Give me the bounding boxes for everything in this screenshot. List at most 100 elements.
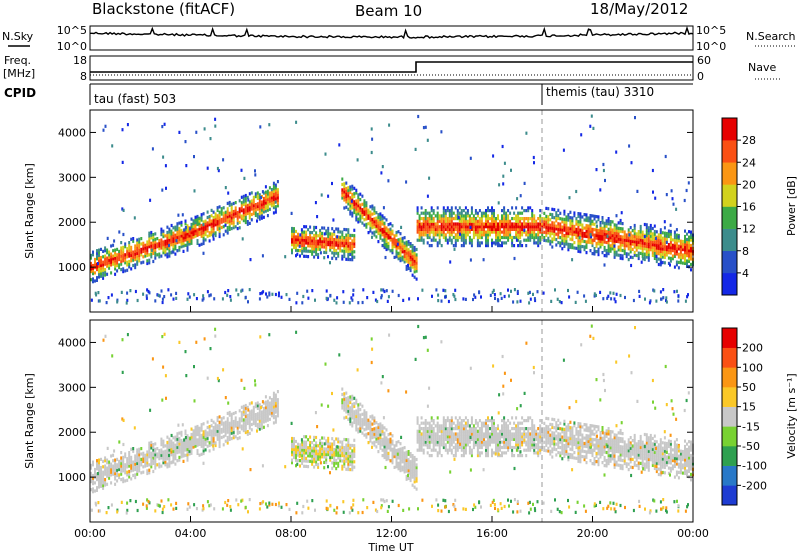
power-cell <box>645 242 648 246</box>
power-cell <box>114 259 117 263</box>
power-cell <box>468 214 471 218</box>
power-cell <box>162 232 165 236</box>
power-cell <box>453 247 456 251</box>
velocity-cell <box>138 447 141 451</box>
velocity-cell <box>164 460 167 464</box>
power-cell <box>280 295 283 299</box>
velocity-cell <box>462 451 465 455</box>
power-cell <box>114 272 117 276</box>
power-cell <box>436 211 439 215</box>
velocity-cell <box>483 440 485 444</box>
velocity-cell <box>357 427 360 431</box>
power-cell <box>418 222 421 226</box>
power-cell <box>503 222 506 226</box>
power-cell <box>351 203 354 207</box>
power-cell <box>432 233 435 237</box>
power-cb-block-6 <box>722 140 737 163</box>
power-cell <box>653 256 656 260</box>
power-cell <box>349 233 352 237</box>
power-cell <box>591 241 594 245</box>
power-cell <box>466 222 469 226</box>
power-cell <box>485 241 487 245</box>
power-cell <box>309 230 312 235</box>
power-cell <box>458 219 461 223</box>
power-cell <box>517 238 520 242</box>
velocity-cell <box>142 451 145 455</box>
power-cell <box>258 297 261 301</box>
power-cell <box>387 179 390 183</box>
power-cell <box>487 206 489 210</box>
power-cell <box>248 211 251 215</box>
velocity-cell <box>349 417 352 421</box>
power-cell <box>258 195 261 200</box>
velocity-cell <box>250 428 253 432</box>
velocity-cell <box>128 451 131 455</box>
velocity-cell <box>363 411 366 416</box>
velocity-cell <box>295 458 297 462</box>
power-cell <box>511 217 514 221</box>
velocity-cell <box>262 417 265 421</box>
velocity-cell <box>448 432 451 436</box>
velocity-cell <box>104 480 107 484</box>
velocity-cell <box>440 432 443 436</box>
power-cell <box>466 219 469 223</box>
power-cell <box>134 266 137 270</box>
power-cell <box>418 227 421 231</box>
power-cell <box>615 229 618 233</box>
power-cell <box>98 259 100 263</box>
power-cell <box>448 209 451 213</box>
power-cell <box>519 225 522 229</box>
power-cell <box>589 238 592 242</box>
power-cell <box>194 234 197 238</box>
power-cell <box>519 211 522 215</box>
power-cell <box>657 236 660 240</box>
power-cell <box>385 247 388 252</box>
power-cell <box>129 289 132 293</box>
power-cell <box>341 244 344 248</box>
velocity-cell <box>341 403 344 407</box>
power-cell <box>176 224 179 229</box>
power-cell <box>607 241 610 245</box>
power-cell <box>200 213 203 217</box>
power-cell <box>375 216 378 220</box>
velocity-cell <box>204 429 207 433</box>
power-cell <box>116 255 119 260</box>
power-cell <box>595 168 598 172</box>
power-cell <box>615 231 618 235</box>
velocity-cell <box>128 464 131 468</box>
power-cell <box>573 227 576 231</box>
velocity-cell <box>450 432 453 436</box>
velocity-cell <box>206 436 209 440</box>
power-cell <box>262 204 265 209</box>
power-cell <box>206 166 209 170</box>
velocity-cell <box>250 412 253 416</box>
power-cell <box>222 217 225 221</box>
velocity-cell <box>92 479 94 483</box>
velocity-cell <box>411 483 414 487</box>
velocity-cell <box>430 454 433 458</box>
velocity-cell <box>480 437 483 441</box>
velocity-cell <box>184 445 187 449</box>
velocity-cell <box>438 435 441 439</box>
power-cell <box>192 224 195 228</box>
power-cell <box>474 217 477 221</box>
velocity-cell <box>116 457 119 461</box>
power-cell <box>456 222 459 226</box>
velocity-cell <box>212 420 215 424</box>
velocity-cell <box>160 451 163 455</box>
power-cell <box>291 251 293 255</box>
power-cell <box>98 299 101 303</box>
velocity-cell <box>434 424 437 428</box>
velocity-cell <box>440 440 443 444</box>
power-cell <box>134 244 137 248</box>
power-cell <box>306 289 309 293</box>
power-cell <box>547 225 550 230</box>
velocity-cell <box>438 445 441 450</box>
power-cell <box>545 217 548 221</box>
power-cell <box>208 239 211 243</box>
velocity-cell <box>170 453 173 457</box>
power-cell <box>242 208 245 212</box>
velocity-cell <box>458 427 461 431</box>
power-cell <box>585 240 588 244</box>
velocity-cell <box>188 438 191 443</box>
